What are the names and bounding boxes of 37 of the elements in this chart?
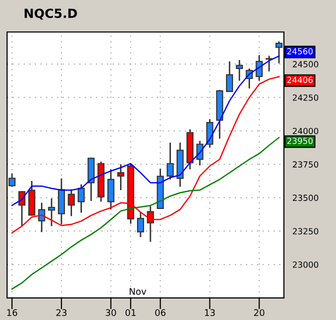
x-tick-label: 23 [56,309,66,316]
candlestick [137,211,144,238]
x-tick-label: 06 [155,309,166,316]
y-tick-label: 24500 [292,61,318,68]
candlestick [236,59,243,82]
candlestick [107,168,114,210]
candlestick [78,184,85,214]
y-tick-label: 23000 [292,261,318,268]
y-tick-label: 23250 [292,228,318,234]
y-tick-label: 23500 [292,194,318,201]
y-tick-label: 24000 [292,128,318,134]
candlestick [38,202,46,233]
candlestick [48,198,56,227]
candlestick [166,142,174,180]
x-tick-label: 01 [126,309,136,316]
candlestick [117,164,124,191]
line-series [11,136,280,290]
x-tick-label: 16 [7,309,18,316]
candlestick [8,172,16,188]
y-tick-label: 23750 [292,161,318,168]
data-label: 24406 [287,76,313,84]
candlestick [226,60,234,92]
data-label: 24560 [287,48,313,54]
line-series [11,76,280,234]
candlestick [196,140,204,166]
line-series [11,55,280,206]
x-tick-label: 20 [254,309,264,316]
candlestick [275,40,282,64]
chart-title: NQC5.D [24,8,77,20]
data-label: 23950 [287,138,313,144]
candlestick [68,188,75,217]
y-tick-label: 24250 [292,94,318,101]
annotation: Nov [130,288,146,295]
x-tick-label: 13 [205,309,215,316]
x-tick-label: 30 [106,309,116,316]
candlestick [206,118,214,148]
candlestick [266,55,273,72]
